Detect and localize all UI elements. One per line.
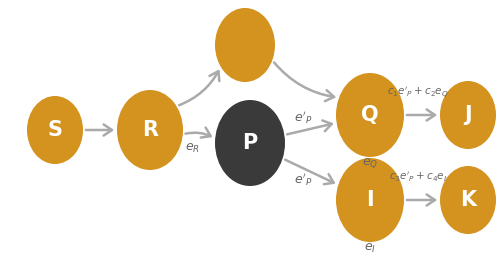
Text: Q: Q [361,105,379,125]
Text: $e'_P$: $e'_P$ [294,172,312,188]
Text: $e'_P$: $e'_P$ [294,110,312,126]
FancyArrowPatch shape [179,71,220,105]
Ellipse shape [440,166,496,234]
FancyArrowPatch shape [407,195,435,206]
FancyArrowPatch shape [407,110,435,120]
Text: $c_3e'_P+c_4e_I$: $c_3e'_P+c_4e_I$ [389,170,447,184]
Text: $c_1e'_P+c_2e_Q$: $c_1e'_P+c_2e_Q$ [387,84,449,100]
Text: J: J [464,105,472,125]
FancyArrowPatch shape [274,62,334,101]
FancyArrowPatch shape [285,160,334,184]
Ellipse shape [215,8,275,82]
Ellipse shape [440,81,496,149]
Text: S: S [48,120,62,140]
Text: I: I [366,190,374,210]
Text: $e_I$: $e_I$ [364,241,376,255]
Ellipse shape [336,158,404,242]
Text: $e_R$: $e_R$ [184,141,200,155]
Ellipse shape [27,96,83,164]
Text: R: R [142,120,158,140]
Text: K: K [460,190,476,210]
FancyArrowPatch shape [186,127,210,138]
Text: P: P [242,133,258,153]
Ellipse shape [215,100,285,186]
Ellipse shape [336,73,404,157]
Ellipse shape [117,90,183,170]
Text: $e_Q$: $e_Q$ [362,156,378,170]
FancyArrowPatch shape [287,120,332,134]
FancyArrowPatch shape [86,124,112,135]
